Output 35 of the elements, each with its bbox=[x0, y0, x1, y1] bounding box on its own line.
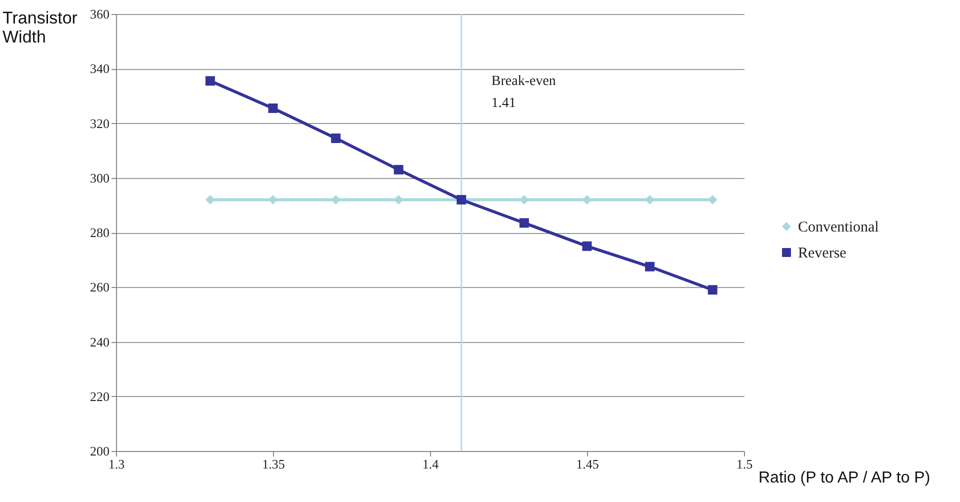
point bbox=[708, 285, 718, 295]
point bbox=[394, 164, 404, 174]
point bbox=[331, 194, 341, 204]
point bbox=[708, 194, 718, 204]
ref-line-label: Break-even 1.41 bbox=[491, 74, 556, 111]
point bbox=[205, 76, 215, 86]
y-tick-label: 220 bbox=[90, 388, 110, 404]
y-tick-label: 240 bbox=[90, 334, 110, 350]
point bbox=[645, 262, 655, 272]
x-tick-label: 1.3 bbox=[108, 456, 125, 472]
point bbox=[268, 194, 278, 204]
y-tick-label: 280 bbox=[90, 225, 110, 240]
point bbox=[205, 194, 215, 204]
point bbox=[268, 103, 278, 113]
y-tick-label: 260 bbox=[90, 280, 110, 295]
x-tick-label: 1.45 bbox=[576, 456, 599, 472]
legend-label: Reverse bbox=[798, 246, 847, 262]
y-tick-label: 360 bbox=[90, 6, 110, 22]
y-tick-label: 320 bbox=[90, 116, 110, 131]
point bbox=[582, 241, 592, 251]
point bbox=[331, 134, 341, 144]
point bbox=[519, 218, 529, 228]
point bbox=[519, 194, 529, 204]
x-tick-label: 1.35 bbox=[262, 456, 285, 472]
x-axis-title: Ratio (P to AP / AP to P) bbox=[758, 470, 930, 486]
y-tick-label: 300 bbox=[90, 170, 110, 186]
y-tick-label: 340 bbox=[90, 61, 110, 76]
x-tick-label: 1.4 bbox=[422, 456, 440, 472]
legend-label: Conventional bbox=[798, 220, 879, 236]
point bbox=[582, 194, 592, 204]
point bbox=[394, 194, 404, 204]
y-tick-label: 200 bbox=[90, 444, 110, 458]
x-tick-label: 1.5 bbox=[736, 456, 753, 472]
y-axis-title: Transistor Width bbox=[2, 8, 78, 46]
point bbox=[645, 194, 655, 204]
